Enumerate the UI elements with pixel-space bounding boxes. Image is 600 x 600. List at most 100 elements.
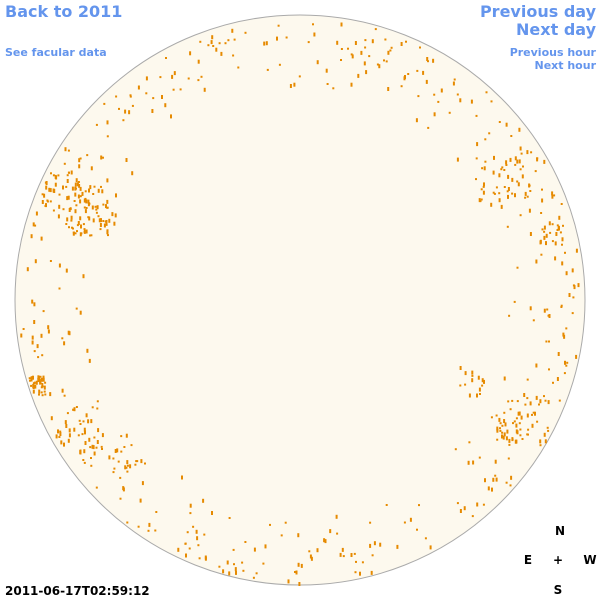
facula	[90, 166, 93, 171]
facula	[385, 504, 388, 506]
facula	[518, 127, 521, 132]
facula	[100, 445, 103, 448]
back-link[interactable]: Back to 2011	[5, 2, 122, 21]
facula	[70, 170, 73, 175]
facula	[503, 169, 506, 171]
facula	[197, 59, 200, 64]
facula	[575, 248, 578, 253]
facula	[536, 157, 539, 162]
facula	[218, 42, 221, 45]
facula	[83, 228, 86, 231]
facula	[541, 198, 544, 203]
facula	[227, 39, 230, 42]
facula	[387, 50, 390, 55]
facula	[128, 110, 131, 115]
facula	[505, 481, 508, 484]
facula	[573, 285, 576, 290]
facula	[203, 533, 206, 536]
facula	[188, 547, 191, 550]
facula	[501, 424, 504, 427]
facula	[87, 216, 90, 219]
facula	[540, 253, 543, 256]
facula	[277, 24, 280, 27]
next-day-link[interactable]: Next day	[516, 20, 597, 39]
facula	[70, 219, 73, 222]
facula	[198, 557, 201, 560]
facula	[498, 198, 501, 203]
facula	[374, 28, 377, 31]
facula	[565, 271, 568, 276]
facula	[22, 328, 25, 330]
facula	[384, 38, 387, 41]
previous-day-link[interactable]: Previous day	[480, 2, 597, 21]
facula	[547, 400, 550, 405]
facula	[44, 381, 47, 384]
facula	[197, 79, 200, 82]
facula	[530, 151, 533, 154]
facula	[403, 76, 406, 81]
facula	[524, 403, 527, 406]
facula	[516, 159, 519, 164]
facula	[105, 223, 108, 226]
facula	[40, 386, 43, 389]
facula	[75, 307, 78, 310]
facula	[378, 64, 381, 69]
facula	[295, 570, 298, 575]
facula	[336, 40, 339, 45]
facula	[189, 503, 192, 508]
facula	[417, 95, 420, 98]
facula	[287, 579, 290, 584]
facula	[501, 431, 504, 434]
facula	[32, 385, 35, 389]
facula	[492, 477, 495, 482]
next-hour-link[interactable]: Next hour	[535, 59, 597, 72]
facula	[440, 88, 443, 93]
facula	[350, 82, 353, 87]
facula	[400, 42, 403, 46]
facula	[199, 40, 202, 43]
facula	[155, 511, 158, 513]
facula	[111, 212, 114, 217]
facula	[508, 443, 511, 446]
facula	[148, 522, 151, 527]
facula	[502, 435, 505, 440]
compass-south: S	[554, 583, 563, 597]
facula	[476, 393, 478, 398]
facula	[211, 35, 214, 40]
facula	[106, 178, 109, 183]
facula	[564, 251, 566, 254]
facula	[425, 79, 428, 84]
facula	[58, 436, 61, 438]
facula	[571, 268, 574, 273]
facula	[84, 190, 87, 193]
solar-disk	[14, 14, 586, 586]
facula	[491, 487, 493, 492]
facula	[90, 419, 93, 424]
facula	[103, 223, 106, 228]
facula	[189, 51, 192, 56]
facula	[50, 416, 53, 421]
facula	[234, 567, 237, 572]
facular-link[interactable]: See facular data	[5, 46, 107, 59]
previous-hour-link[interactable]: Previous hour	[510, 46, 597, 59]
facula	[495, 414, 498, 417]
facula	[369, 521, 372, 524]
facula	[416, 69, 419, 72]
facula	[77, 221, 80, 225]
facula	[298, 582, 301, 586]
facula	[39, 380, 42, 385]
facula	[480, 188, 483, 191]
facula	[363, 61, 366, 66]
facula	[524, 191, 527, 196]
facula	[35, 211, 38, 216]
facula	[515, 423, 518, 428]
facula	[36, 344, 39, 349]
facula	[129, 95, 132, 98]
facula	[129, 464, 132, 469]
facula	[93, 451, 96, 456]
facula	[212, 45, 215, 47]
facula	[503, 432, 506, 437]
facula	[70, 215, 73, 220]
facula	[555, 232, 558, 236]
facula	[91, 444, 94, 449]
